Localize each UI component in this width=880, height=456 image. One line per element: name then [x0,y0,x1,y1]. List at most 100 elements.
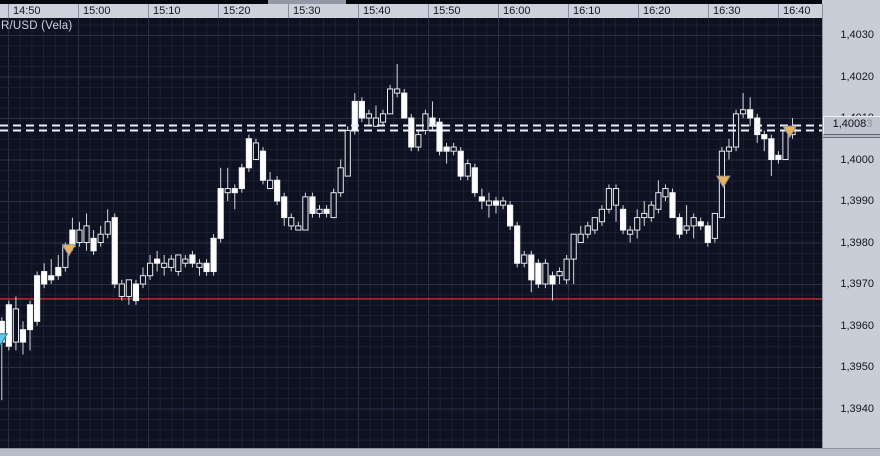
candle-body [747,109,754,119]
candle-body [231,188,238,194]
candle-body [295,225,302,231]
candle-body [401,92,408,119]
time-tick [708,4,709,18]
price-label: 1,3950 [840,361,874,373]
candle-body [683,225,690,231]
candles-layer [0,64,796,401]
window-top-corner [822,0,880,4]
time-tick [78,4,79,18]
candle-body [436,121,443,152]
candle-body [104,221,111,235]
candle-body [26,304,34,331]
price-label: 1,3940 [840,402,874,415]
candle-body [337,167,344,194]
candle-body [535,262,542,285]
candle-body [97,233,104,243]
price-label: 1,3970 [840,278,874,290]
candle-body [591,217,598,231]
price-label: 1,4000 [840,153,874,166]
candle-body [768,138,775,160]
price-axis[interactable]: 1,40301,40201,40101,40001,39901,39801,39… [822,18,880,448]
candle-body [111,217,118,285]
candle-body [196,262,203,268]
candle-body [704,225,711,243]
candle-body [238,167,245,190]
candle-body [514,225,521,264]
candle-body [132,283,140,302]
candle-body [372,117,380,127]
candle-body [605,188,613,210]
time-tick [218,4,219,18]
candle-body [387,88,394,115]
time-label: 15:20 [223,5,251,17]
candle-body [740,109,747,115]
price-label: 1,3980 [840,236,874,249]
axis-corner-cell [822,4,880,19]
price-label: 1,4020 [840,70,874,83]
candle-body [55,266,62,277]
candle-body [76,229,83,244]
price-label: 1,3990 [840,195,874,207]
candle-body [775,154,782,161]
candle-body [281,196,288,219]
time-label: 14:50 [13,5,41,17]
time-label: 15:00 [83,5,111,17]
horizontal-scrollbar-thumb[interactable] [268,0,346,4]
candle-body [48,275,55,281]
candle-body [259,150,267,181]
candle-body [697,221,704,227]
candle-body [408,117,415,148]
signal-marker-cyan [0,333,9,346]
candle-body [19,329,27,343]
candle-body [323,208,330,214]
candle-body [542,262,549,285]
candle-body [507,204,514,227]
time-tick [778,4,779,18]
candle-body [210,237,217,273]
time-label: 16:40 [783,5,811,17]
chart-canvas [0,18,822,448]
candle-body [521,254,528,264]
bid-price-box-sliver [823,133,880,139]
time-label: 16:20 [643,5,671,17]
candle-body [725,146,733,152]
candle-body [288,217,295,227]
candle-body [330,192,337,219]
candle-body [302,196,309,231]
candle-body [549,275,556,285]
time-tick [148,4,149,18]
time-tick [288,4,289,18]
time-tick [358,4,359,18]
candle-body [464,163,471,177]
candle-body [224,188,231,194]
signal-marker [715,175,731,189]
time-tick [568,4,569,18]
candle-body [662,188,669,198]
time-label: 16:10 [573,5,601,17]
time-label: 16:30 [713,5,741,17]
candle-body [358,100,365,119]
candle-body [83,225,90,243]
candle-body [641,212,648,219]
candle-body [528,254,535,281]
time-axis[interactable]: 14:50 15:00 15:10 15:20 15:30 15:40 15:50 16:00… [0,4,822,19]
candle-body [556,271,563,277]
candle-body [457,150,464,177]
window-bottom-edge [0,448,880,456]
candle-body [203,262,210,273]
time-label: 15:40 [363,5,391,17]
candlestick-chart-area[interactable]: R/USD (Vela) [0,18,822,448]
candle-body [478,196,485,202]
candle-body [612,188,620,206]
candle-body [309,196,316,214]
price-label: 1,3960 [840,319,874,332]
candle-body [316,208,323,214]
current-price-value: 1,4008 [832,118,867,131]
candle-body [12,308,20,343]
candle-body [499,200,507,206]
candle-body [344,129,351,177]
candle-body [577,233,584,243]
current-price-dim-digit: 3 [866,118,873,131]
candle-body [648,204,655,219]
candle-body [161,262,168,268]
